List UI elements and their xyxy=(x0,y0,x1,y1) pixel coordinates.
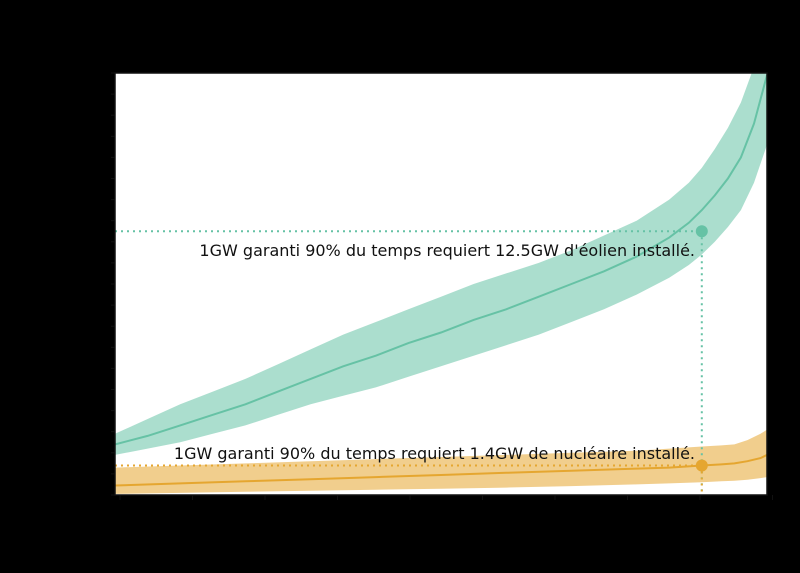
series-lines xyxy=(115,74,767,487)
band-wind xyxy=(115,73,767,455)
line-nuclear xyxy=(115,454,767,487)
annotation-guides xyxy=(115,230,703,495)
annotation-wind: 1GW garanti 90% du temps requiert 12.5GW… xyxy=(199,241,695,260)
annotation-markers xyxy=(695,225,708,472)
band-nuclear xyxy=(115,429,767,494)
axis-ticks xyxy=(111,72,773,500)
line-wind xyxy=(115,74,767,446)
marker-nuclear xyxy=(695,459,708,472)
plot-frame xyxy=(114,72,768,496)
confidence-bands xyxy=(115,73,767,494)
marker-wind xyxy=(695,225,708,238)
annotation-nuclear: 1GW garanti 90% du temps requiert 1.4GW … xyxy=(174,444,695,463)
